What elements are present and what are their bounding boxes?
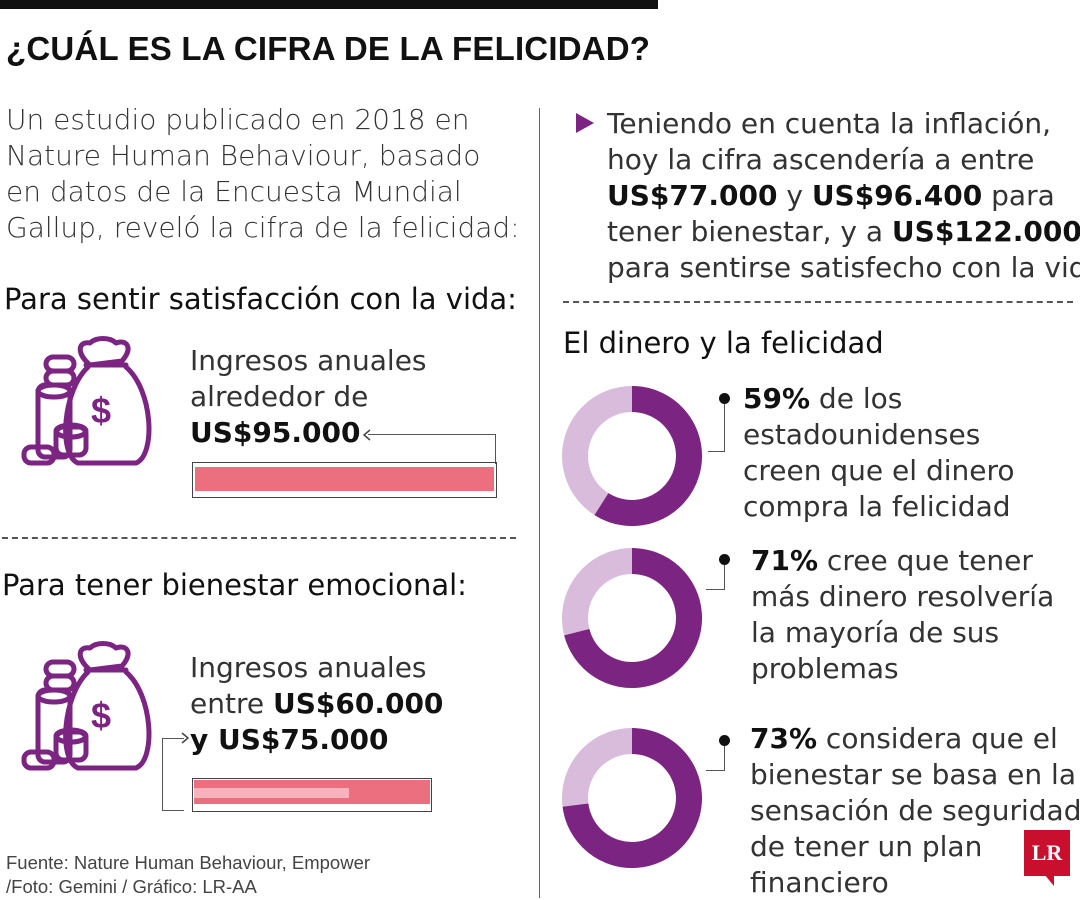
satisfaction-income-text: Ingresos anuales alrededor de US$95.000	[190, 343, 427, 451]
intro-line: Gallup, reveló la cifra de la felicidad:	[6, 211, 520, 244]
wellbeing-bar-track	[192, 778, 432, 812]
stat-value: 59%	[743, 382, 811, 415]
arrow-left-icon	[362, 429, 371, 441]
stat-line: más dinero resolvería	[751, 580, 1055, 613]
stat-line: creen que el dinero	[743, 454, 1015, 487]
inflation-mid: y	[777, 179, 812, 212]
satisfaction-heading: Para sentir satisfacción con la vida:	[4, 282, 517, 316]
arrow-right-icon	[181, 732, 190, 744]
source-line: Fuente: Nature Human Behaviour, Empower	[6, 852, 371, 873]
stat-line: de los	[810, 382, 903, 415]
stat-line: problemas	[751, 652, 899, 685]
stat-line: sensación de seguridad	[750, 794, 1080, 827]
stat-bullet	[719, 735, 730, 746]
stat-line: financiero	[750, 866, 889, 899]
donut-slice-59	[594, 386, 702, 526]
source-note: Fuente: Nature Human Behaviour, Empower …	[6, 851, 370, 899]
page-title: ¿CUÁL ES LA CIFRA DE LA FELICIDAD?	[6, 30, 651, 67]
inflation-line3-suffix: para	[982, 179, 1055, 212]
svg-text:$: $	[91, 390, 111, 431]
donut-slice-71	[564, 548, 702, 688]
intro-line: en datos de la Encuesta Mundial	[6, 175, 462, 208]
svg-text:$: $	[91, 695, 111, 736]
donut-slice-73	[562, 728, 702, 868]
stat-line: de tener un plan	[750, 830, 983, 863]
wellbeing-line1: Ingresos anuales	[190, 651, 427, 684]
stat-bullet	[719, 393, 730, 404]
wellbeing-amount-low: US$60.000	[272, 687, 444, 720]
inflation-line1: Teniendo en cuenta la inflación,	[607, 107, 1052, 140]
intro-text: Un estudio publicado en 2018 en Nature H…	[6, 102, 526, 246]
wellbeing-heading: Para tener bienestar emocional:	[2, 568, 467, 602]
satisfaction-line1: Ingresos anuales	[190, 344, 427, 377]
inflation-line2: hoy la cifra ascendería a entre	[607, 143, 1035, 176]
stat-73: 73% considera que el bienestar se basa e…	[750, 721, 1080, 900]
wellbeing-income-text: Ingresos anuales entre US$60.000 y US$75…	[190, 650, 443, 758]
stat-value: 73%	[750, 722, 818, 755]
source-line: /Foto: Gemini / Gráfico: LR-AA	[6, 876, 257, 897]
wellbeing-amount-high: US$75.000	[218, 723, 389, 756]
inflation-amount-3: US$122.000	[891, 215, 1080, 248]
stat-value: 71%	[751, 544, 819, 577]
column-divider	[539, 108, 540, 898]
divider	[2, 537, 516, 539]
inflation-text: Teniendo en cuenta la inflación, hoy la …	[607, 106, 1080, 286]
stat-line: estadounidenses	[743, 418, 981, 451]
divider	[563, 301, 1073, 303]
stat-line: cree que tener	[818, 544, 1033, 577]
top-rule	[0, 0, 658, 9]
lr-logo: LR	[1024, 830, 1070, 876]
satisfaction-line2: alrededor de	[190, 380, 369, 413]
intro-line: Nature Human Behaviour, basado	[6, 139, 481, 172]
wellbeing-line2-prefix: entre	[190, 687, 273, 720]
wellbeing-bar-min	[194, 788, 349, 798]
satisfaction-bar	[195, 467, 494, 491]
intro-line: Un estudio publicado en 2018 en	[6, 103, 470, 136]
satisfaction-amount: US$95.000	[190, 416, 361, 449]
stat-71: 71% cree que tener más dinero resolvería…	[751, 543, 1054, 687]
stat-line: bienestar se basa en la	[750, 758, 1076, 791]
stat-line: compra la felicidad	[743, 490, 1011, 523]
wellbeing-line3-prefix: y	[190, 723, 218, 756]
stat-bullet	[719, 554, 730, 565]
wellbeing-connector	[162, 738, 184, 811]
donut-charts	[562, 386, 702, 868]
satisfaction-connector	[368, 434, 496, 464]
inflation-amount-1: US$77.000	[607, 179, 778, 212]
stat-59: 59% de los estadounidenses creen que el …	[743, 381, 1015, 525]
money-bag-coins-icon: $	[21, 336, 152, 466]
inflation-amount-2: US$96.400	[811, 179, 983, 212]
play-triangle-icon	[576, 113, 594, 133]
money-section-heading: El dinero y la felicidad	[563, 326, 884, 360]
stat-connector	[708, 398, 725, 452]
lr-logo-tail	[1044, 874, 1054, 886]
stat-connector	[706, 741, 725, 771]
satisfaction-bar-track	[192, 462, 497, 498]
inflation-line4-prefix: tener bienestar, y a	[607, 215, 892, 248]
money-bag-coins-icon: $	[21, 641, 152, 771]
stat-line: la mayoría de sus	[751, 616, 1000, 649]
inflation-line5: para sentirse satisfecho con la vida	[607, 251, 1080, 284]
stat-line: considera que el	[817, 722, 1058, 755]
stat-connector	[706, 560, 725, 590]
